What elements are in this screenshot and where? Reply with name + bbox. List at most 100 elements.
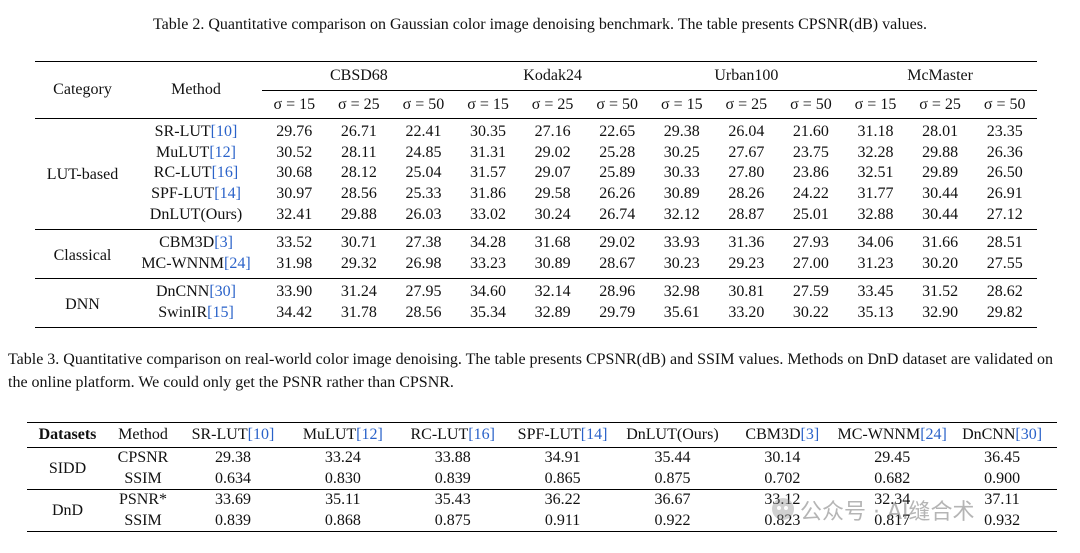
value-cell: 32.14 bbox=[520, 278, 585, 303]
method-name: DnCNN bbox=[156, 283, 210, 301]
method-cell: RC-LUT[16] bbox=[130, 163, 262, 184]
value-cell: 35.61 bbox=[663, 304, 700, 322]
value-cell: 0.823 bbox=[764, 511, 801, 529]
value-cell: 32.90 bbox=[922, 304, 959, 322]
sigma-header: σ = 25 bbox=[714, 90, 779, 119]
value-cell: 34.06 bbox=[843, 228, 908, 254]
citation: [30] bbox=[209, 283, 236, 301]
value-cell: 36.45 bbox=[984, 449, 1021, 467]
method-cell: CBM3D[3] bbox=[130, 228, 262, 254]
method-name: MC-WNNM bbox=[837, 426, 921, 443]
value-cell: 26.71 bbox=[340, 123, 377, 141]
sigma-header: σ = 25 bbox=[326, 90, 392, 119]
value-cell: 0.702 bbox=[764, 469, 801, 487]
value-cell: 31.31 bbox=[470, 143, 507, 161]
header-cell: Method bbox=[108, 422, 178, 448]
table-row: LUT-based SR-LUT[10] 29.76 26.71 22.41 30.35 2… bbox=[35, 119, 1037, 183]
value-cell: 29.38 bbox=[663, 123, 700, 141]
citation: [14] bbox=[214, 185, 241, 203]
value-cell: 31.78 bbox=[340, 304, 377, 322]
value-cell: 25.33 bbox=[405, 185, 442, 203]
value-cell: 30.20 bbox=[922, 254, 959, 272]
value-cell: 32.41 bbox=[276, 205, 313, 223]
value-cell: 33.20 bbox=[728, 304, 765, 322]
dataset-cell: DnD bbox=[27, 489, 108, 532]
method-cell: SPF-LUT[14] bbox=[130, 184, 262, 205]
value-cell: 32.98 bbox=[649, 278, 715, 303]
value-cell: 30.68 bbox=[276, 164, 313, 182]
value-cell: 30.22 bbox=[792, 304, 829, 322]
value-cell: 36.67 bbox=[617, 489, 728, 511]
value-cell: 0.922 bbox=[654, 511, 691, 529]
value-cell: 32.88 bbox=[857, 205, 894, 223]
method-cell: DnCNN[30] bbox=[130, 278, 262, 303]
value-cell: 32.51 bbox=[857, 164, 894, 182]
citation: [16] bbox=[468, 426, 495, 443]
value-cell: 27.38 bbox=[391, 228, 456, 254]
value-cell: 0.817 bbox=[874, 511, 911, 529]
citation: [12] bbox=[356, 426, 383, 443]
dataset-cell: SIDD bbox=[48, 459, 87, 477]
method-header: DnLUT(Ours) bbox=[617, 422, 728, 448]
value-cell: 29.23 bbox=[728, 254, 765, 272]
method-header: SR-LUT[10] bbox=[178, 422, 288, 448]
method-name: DnCNN bbox=[962, 426, 1016, 443]
value-cell: 33.69 bbox=[178, 489, 288, 511]
value-cell: 28.26 bbox=[728, 185, 765, 203]
value-cell: 30.23 bbox=[663, 254, 700, 272]
value-cell: 0.839 bbox=[214, 511, 251, 529]
value-cell: 31.66 bbox=[907, 228, 973, 254]
value-cell: 30.81 bbox=[714, 278, 779, 303]
table-row: SSIM 0.839 0.868 0.875 0.911 0.922 0.823 0.817 0… bbox=[27, 511, 1057, 532]
value-cell: 31.23 bbox=[857, 254, 894, 272]
value-cell: 29.32 bbox=[340, 254, 377, 272]
method-name: MuLUT bbox=[156, 143, 210, 161]
table: Category Method CBSD68 Kodak24 Urban100 McMas… bbox=[35, 61, 1037, 329]
value-cell: 30.14 bbox=[764, 449, 801, 467]
value-cell: 33.02 bbox=[470, 205, 507, 223]
citation: [15] bbox=[207, 304, 234, 322]
method-cell: MuLUT[12] bbox=[130, 143, 262, 164]
value-cell: 29.79 bbox=[599, 304, 636, 322]
method-name: RC-LUT bbox=[153, 164, 212, 182]
value-cell: 34.60 bbox=[455, 278, 521, 303]
value-cell: 31.86 bbox=[470, 185, 507, 203]
method-name: RC-LUT bbox=[410, 426, 469, 443]
value-cell: 29.82 bbox=[986, 304, 1023, 322]
citation: [30] bbox=[1015, 426, 1043, 443]
table-row: RC-LUT[16] 30.68 28.12 25.04 31.57 29.07 25.89… bbox=[35, 163, 1037, 184]
method-name: SPF-LUT bbox=[151, 185, 215, 203]
value-cell: 33.90 bbox=[262, 278, 327, 303]
sigma-header: σ = 50 bbox=[778, 90, 844, 119]
value-cell: 26.03 bbox=[405, 205, 442, 223]
value-cell: 27.55 bbox=[986, 254, 1023, 272]
value-cell: 28.62 bbox=[972, 278, 1037, 303]
method-header: DnCNN[30] bbox=[947, 422, 1057, 448]
table-caption: Table 3. Quantitative comparison on real… bbox=[8, 351, 1054, 391]
table-caption: Table 2. Quantitative comparison on Gaus… bbox=[153, 16, 927, 33]
citation: [10] bbox=[247, 426, 275, 443]
table-row: DNN DnCNN[30] 33.90 31.24 27.95 34.60 32.14 28.… bbox=[35, 278, 1037, 328]
value-cell: 28.56 bbox=[405, 304, 442, 322]
value-cell: 33.45 bbox=[843, 278, 908, 303]
sigma-header: σ = 25 bbox=[520, 90, 585, 119]
value-cell: 34.28 bbox=[455, 228, 521, 254]
value-cell: 25.01 bbox=[792, 205, 829, 223]
value-cell: 26.50 bbox=[986, 164, 1023, 182]
metric-cell: SSIM bbox=[124, 511, 162, 529]
value-cell: 29.76 bbox=[276, 123, 313, 141]
value-cell: 21.60 bbox=[792, 123, 829, 141]
dataset-header: CBSD68 bbox=[262, 61, 456, 91]
method-name: CBM3D bbox=[745, 426, 801, 443]
value-cell: 36.22 bbox=[507, 489, 618, 511]
method-name: SPF-LUT bbox=[517, 426, 581, 443]
header-cell: Datasets bbox=[27, 422, 108, 448]
value-cell: 30.44 bbox=[922, 185, 959, 203]
value-cell: 35.43 bbox=[397, 489, 508, 511]
method-name: DnLUT(Ours) bbox=[149, 205, 243, 223]
value-cell: 30.44 bbox=[922, 205, 959, 223]
value-cell: 28.56 bbox=[340, 185, 377, 203]
category-cell: DNN bbox=[35, 278, 130, 328]
value-cell: 30.97 bbox=[276, 185, 313, 203]
